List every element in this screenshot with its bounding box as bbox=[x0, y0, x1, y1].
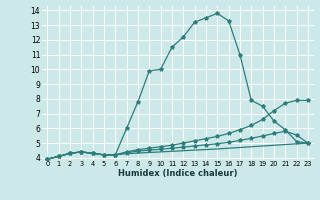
X-axis label: Humidex (Indice chaleur): Humidex (Indice chaleur) bbox=[118, 169, 237, 178]
